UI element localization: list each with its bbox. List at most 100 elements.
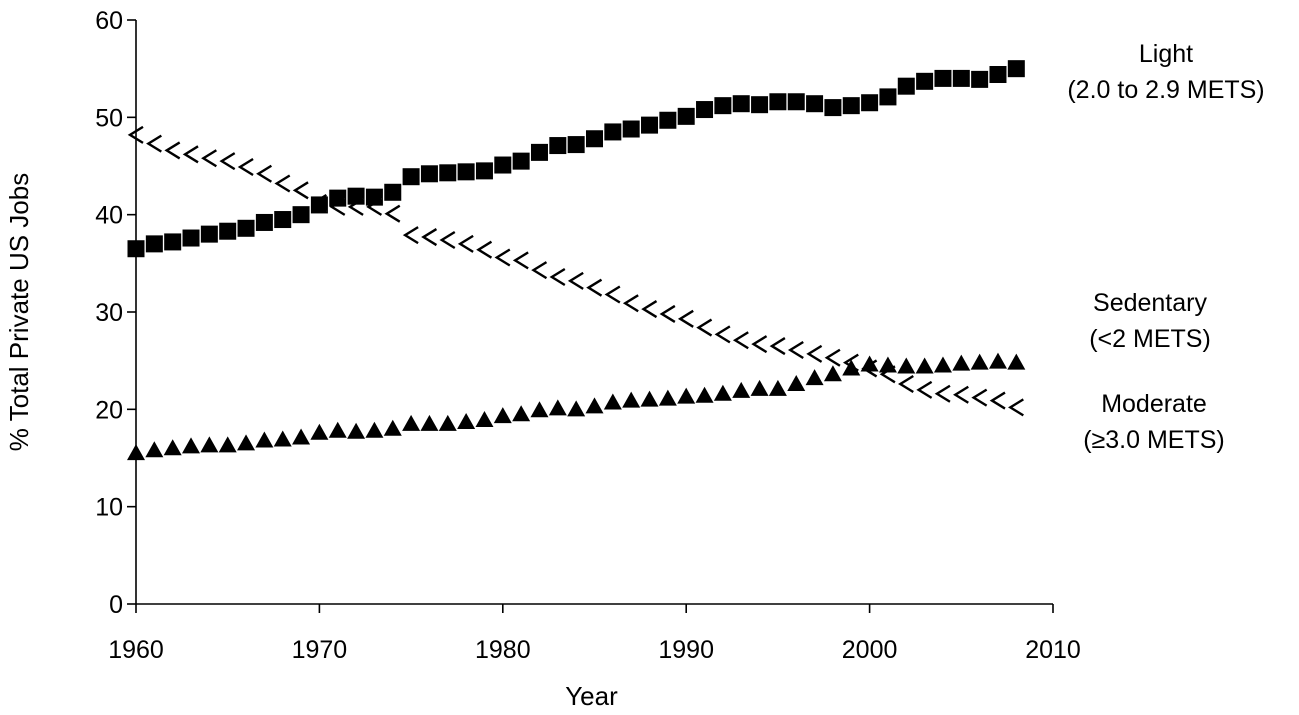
data-point <box>475 162 493 180</box>
data-point <box>696 101 714 119</box>
data-point <box>586 130 603 148</box>
data-point <box>622 120 640 138</box>
data-point <box>328 421 347 438</box>
data-point <box>182 437 201 454</box>
data-point <box>713 384 732 401</box>
data-point <box>952 354 971 371</box>
data-point <box>823 365 842 382</box>
data-point <box>806 344 823 363</box>
data-point <box>512 405 531 422</box>
data-point <box>347 197 364 216</box>
data-point <box>897 375 914 394</box>
data-point <box>255 431 274 448</box>
data-point <box>842 97 860 115</box>
series-label-line: (2.0 to 2.9 METS) <box>1067 76 1264 104</box>
data-point <box>1007 60 1025 78</box>
data-point <box>586 278 603 297</box>
data-point <box>383 419 402 436</box>
data-point <box>457 163 475 181</box>
data-point <box>493 407 512 424</box>
data-point <box>658 389 677 406</box>
data-point <box>237 434 256 451</box>
data-point <box>218 436 237 453</box>
series-label-line: (<2 METS) <box>1089 325 1211 353</box>
data-point <box>751 335 768 354</box>
series-label-line: Sedentary <box>1093 289 1207 317</box>
data-point <box>787 93 805 111</box>
x-tick-label: 1990 <box>658 636 714 664</box>
data-point <box>641 116 659 134</box>
data-point <box>897 77 915 95</box>
data-point <box>806 95 824 113</box>
data-point <box>329 189 347 207</box>
data-point <box>677 387 696 404</box>
data-point <box>237 219 255 237</box>
data-point <box>420 414 439 431</box>
data-point <box>402 168 420 186</box>
data-point <box>861 94 879 112</box>
data-point <box>916 72 934 90</box>
data-point <box>365 421 384 438</box>
y-tick-label: 30 <box>95 299 123 327</box>
data-point <box>842 359 861 376</box>
data-point <box>934 384 951 403</box>
data-point <box>567 271 584 290</box>
data-point <box>310 423 329 440</box>
data-point <box>530 143 548 161</box>
data-point <box>421 228 438 247</box>
data-point <box>439 230 456 249</box>
x-axis-title: Year <box>565 681 618 711</box>
data-point <box>879 88 897 106</box>
data-point <box>952 69 970 87</box>
x-tick-label: 1970 <box>292 636 348 664</box>
data-point <box>750 379 769 396</box>
data-point <box>1007 353 1026 370</box>
y-axis-title: % Total Private US Jobs <box>4 173 34 451</box>
data-point <box>860 355 879 372</box>
data-point <box>988 352 1007 369</box>
series-label-line: (≥3.0 METS) <box>1083 426 1225 454</box>
data-point <box>457 412 476 429</box>
data-point <box>457 234 474 253</box>
data-point <box>292 181 309 200</box>
data-point <box>732 381 751 398</box>
data-point <box>531 261 548 280</box>
data-point <box>200 225 218 243</box>
data-point <box>603 393 622 410</box>
data-point <box>366 197 383 216</box>
data-point <box>384 204 401 223</box>
data-point <box>897 357 916 374</box>
data-point <box>439 164 457 182</box>
data-point <box>989 391 1006 410</box>
data-point <box>274 211 292 229</box>
data-point <box>640 390 659 407</box>
data-point <box>622 294 639 313</box>
data-point <box>163 439 182 456</box>
data-point <box>1008 398 1024 417</box>
data-point <box>824 99 842 117</box>
data-point <box>145 441 164 458</box>
series-square <box>127 60 1025 258</box>
data-point <box>475 411 494 428</box>
data-point <box>494 156 512 174</box>
axes <box>135 20 1053 605</box>
x-tick-label: 1960 <box>108 636 164 664</box>
data-point <box>438 414 457 431</box>
data-point <box>273 430 292 447</box>
data-point <box>182 145 199 164</box>
series-labels: Light (2.0 to 2.9 METS) Sedentary (<2 METS)… <box>1067 40 1264 454</box>
data-point <box>915 357 934 374</box>
data-point <box>695 386 714 403</box>
data-point <box>696 318 713 337</box>
ticks: 0 10 20 30 40 50 60 1960 1970 1980 1990 2000 2010 <box>95 7 1081 664</box>
data-point <box>311 193 328 213</box>
data-point <box>768 379 787 396</box>
data-point <box>512 251 529 270</box>
data-point <box>127 125 144 144</box>
data-point <box>970 353 989 370</box>
data-point <box>548 399 567 416</box>
data-point <box>585 397 604 414</box>
data-point <box>127 240 145 258</box>
y-tick-label: 0 <box>109 591 123 619</box>
data-point <box>420 165 438 183</box>
